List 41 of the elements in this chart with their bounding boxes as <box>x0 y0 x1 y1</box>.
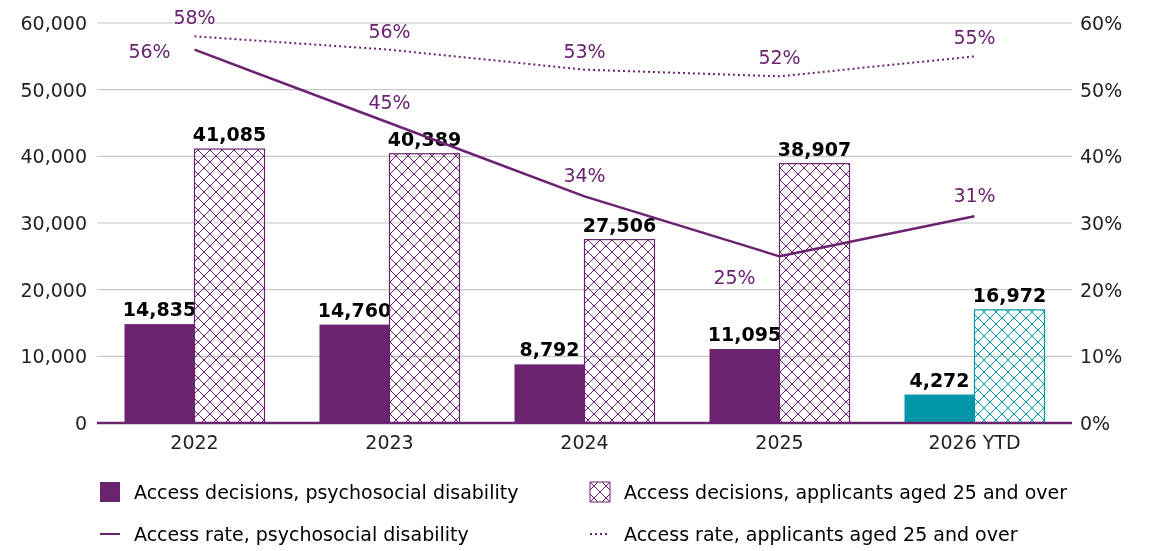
y-tick-label: 20,000 <box>20 278 87 301</box>
y2-tick-label: 0% <box>1080 412 1111 434</box>
x-tick-label: 2023 <box>365 431 414 453</box>
data-label: 45% <box>368 91 411 113</box>
data-label: 14,835 <box>122 298 197 321</box>
data-label: 41,085 <box>192 123 267 146</box>
data-label: 11,095 <box>707 323 782 346</box>
data-label: 56% <box>368 19 411 42</box>
y2-tick-label: 10% <box>1080 345 1123 368</box>
data-label: 53% <box>563 39 606 62</box>
data-label: 8,792 <box>519 338 580 361</box>
data-label: 55% <box>953 26 996 49</box>
y2-tick-label: 60% <box>1080 12 1123 34</box>
x-tick-label: 2022 <box>170 431 219 453</box>
y2-tick-label: 30% <box>1080 212 1123 234</box>
x-tick-label: 2025 <box>755 431 804 453</box>
y2-tick-label: 50% <box>1080 78 1123 101</box>
y-tick-label: 30,000 <box>20 212 87 234</box>
y-tick-label: 40,000 <box>20 145 87 168</box>
data-label: 34% <box>563 164 606 187</box>
legend-label: Access rate, psychosocial disability <box>134 523 469 545</box>
y-tick-label: 10,000 <box>20 345 87 368</box>
data-label: 4,272 <box>909 368 970 391</box>
data-label: 56% <box>128 39 171 62</box>
y-tick-label: 0 <box>74 412 87 434</box>
data-label: 38,907 <box>777 137 852 160</box>
x-tick-label: 2024 <box>560 431 609 453</box>
y-tick-label: 50,000 <box>20 78 87 101</box>
y2-tick-label: 20% <box>1080 278 1123 301</box>
data-label: 31% <box>953 184 996 207</box>
data-label: 16,972 <box>972 283 1047 306</box>
legend-label: Access decisions, applicants aged 25 and over <box>624 481 1068 503</box>
y-tick-label: 60,000 <box>20 12 87 34</box>
data-label: 25% <box>713 266 756 289</box>
y2-tick-label: 40% <box>1080 145 1123 168</box>
legend-label: Access rate, applicants aged 25 and over <box>624 523 1018 545</box>
data-label: 27,506 <box>582 213 657 236</box>
legend-label: Access decisions, psychosocial disability <box>134 481 519 503</box>
data-label: 52% <box>758 46 801 69</box>
data-label: 58% <box>173 6 216 29</box>
x-tick-label: 2026 YTD <box>928 431 1021 453</box>
